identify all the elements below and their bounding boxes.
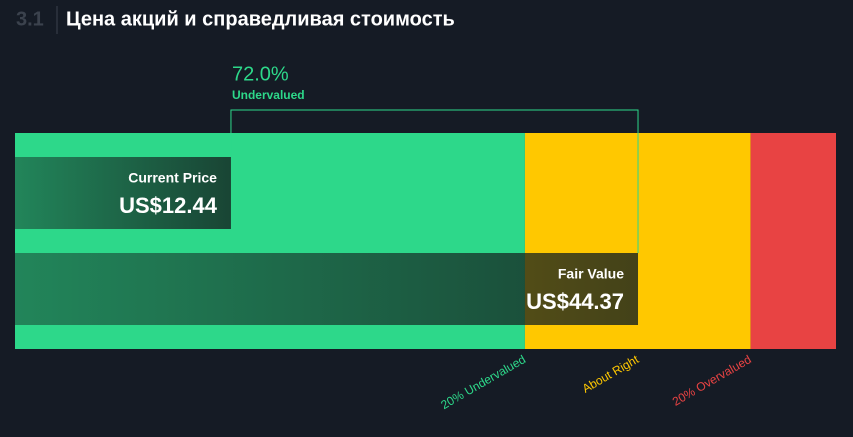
bars (15, 157, 639, 325)
bar (15, 253, 639, 325)
bar-name: Fair Value (558, 266, 624, 282)
bar-value: US$44.37 (526, 289, 624, 314)
bar-value: US$12.44 (119, 193, 218, 218)
zone-label: 20% Overvalued (670, 352, 754, 408)
bar-name: Current Price (128, 170, 217, 186)
chart-title: Цена акций и справедливая стоимость (66, 8, 455, 30)
annotation-value: 72.0% (232, 63, 289, 85)
section-number: 3.1 (16, 8, 44, 30)
bar (15, 157, 231, 229)
zone-label: 20% Undervalued (438, 352, 528, 412)
annotation-text: Undervalued (232, 88, 305, 102)
bracket (230, 109, 639, 253)
zone (750, 133, 836, 349)
zone-label: About Right (580, 352, 642, 396)
